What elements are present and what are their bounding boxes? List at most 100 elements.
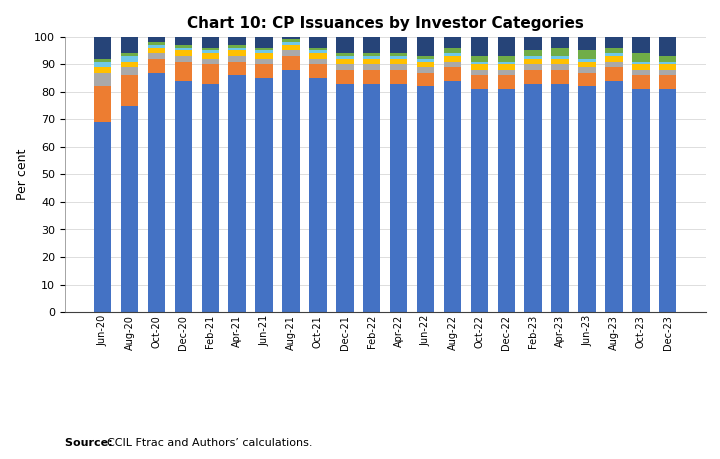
Bar [363, 56, 380, 59]
Bar [552, 56, 569, 59]
Bar [498, 56, 515, 62]
Bar [632, 64, 649, 70]
Bar [256, 50, 273, 53]
Bar [121, 106, 138, 312]
Bar [417, 62, 434, 67]
Bar [121, 56, 138, 62]
Bar [309, 37, 327, 48]
Bar [282, 39, 300, 42]
Bar [94, 122, 112, 312]
Bar [390, 53, 408, 56]
Bar [632, 70, 649, 75]
Bar [552, 64, 569, 70]
Bar [256, 48, 273, 50]
Bar [578, 62, 595, 67]
Bar [524, 64, 542, 70]
Bar [524, 59, 542, 64]
Bar [121, 75, 138, 106]
Bar [552, 59, 569, 64]
Bar [471, 62, 488, 64]
Bar [606, 67, 623, 81]
Bar [336, 56, 354, 59]
Bar [202, 53, 219, 59]
Bar [94, 62, 112, 67]
Y-axis label: Per cent: Per cent [16, 149, 29, 200]
Bar [336, 70, 354, 84]
Bar [363, 37, 380, 53]
Bar [336, 37, 354, 53]
Bar [228, 45, 246, 48]
Bar [175, 50, 192, 56]
Bar [444, 62, 462, 67]
Bar [121, 37, 138, 53]
Bar [632, 53, 649, 62]
Bar [552, 84, 569, 312]
Bar [256, 59, 273, 64]
Bar [390, 37, 408, 53]
Bar [336, 59, 354, 64]
Bar [471, 75, 488, 89]
Bar [659, 75, 677, 89]
Bar [202, 64, 219, 84]
Bar [632, 89, 649, 312]
Bar [121, 62, 138, 67]
Bar [524, 56, 542, 59]
Bar [578, 67, 595, 73]
Bar [444, 81, 462, 312]
Bar [390, 64, 408, 70]
Bar [121, 67, 138, 75]
Bar [498, 64, 515, 70]
Bar [148, 37, 165, 42]
Bar [552, 48, 569, 56]
Bar [94, 73, 112, 86]
Bar [417, 56, 434, 59]
Text: CCIL Ftrac and Authors’ calculations.: CCIL Ftrac and Authors’ calculations. [107, 437, 312, 448]
Bar [148, 53, 165, 59]
Bar [175, 37, 192, 45]
Bar [444, 56, 462, 62]
Bar [632, 62, 649, 64]
Bar [282, 42, 300, 45]
Bar [309, 59, 327, 64]
Bar [524, 50, 542, 56]
Bar [524, 37, 542, 50]
Bar [309, 64, 327, 78]
Bar [309, 50, 327, 53]
Bar [659, 37, 677, 56]
Bar [659, 56, 677, 62]
Bar [202, 59, 219, 64]
Bar [444, 37, 462, 48]
Bar [498, 37, 515, 56]
Bar [444, 48, 462, 53]
Bar [256, 37, 273, 48]
Bar [606, 62, 623, 67]
Bar [578, 59, 595, 62]
Bar [363, 84, 380, 312]
Bar [606, 81, 623, 312]
Bar [471, 64, 488, 70]
Bar [524, 70, 542, 84]
Bar [175, 62, 192, 81]
Bar [659, 89, 677, 312]
Bar [256, 78, 273, 312]
Bar [282, 37, 300, 39]
Bar [498, 62, 515, 64]
Bar [148, 45, 165, 48]
Bar [202, 37, 219, 48]
Title: Chart 10: CP Issuances by Investor Categories: Chart 10: CP Issuances by Investor Categ… [186, 17, 584, 31]
Bar [578, 50, 595, 59]
Bar [417, 73, 434, 86]
Bar [363, 70, 380, 84]
Bar [363, 64, 380, 70]
Bar [175, 81, 192, 312]
Bar [606, 53, 623, 56]
Bar [417, 67, 434, 73]
Bar [282, 50, 300, 56]
Bar [498, 89, 515, 312]
Bar [148, 42, 165, 45]
Bar [606, 48, 623, 53]
Bar [228, 48, 246, 50]
Bar [148, 48, 165, 53]
Bar [228, 50, 246, 56]
Bar [444, 53, 462, 56]
